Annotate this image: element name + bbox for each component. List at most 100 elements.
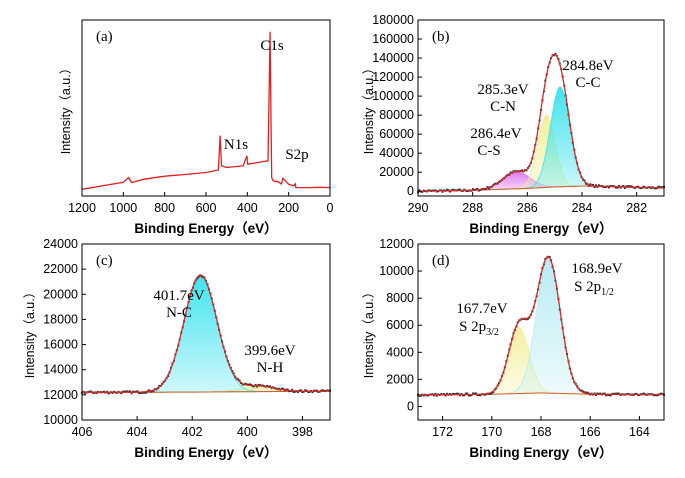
x-tick-label: 398 bbox=[292, 425, 313, 439]
data-point bbox=[445, 392, 448, 395]
data-point bbox=[487, 187, 490, 190]
peak-annotation: N-C bbox=[166, 305, 192, 321]
data-point bbox=[527, 317, 529, 320]
x-tick-label: 164 bbox=[629, 425, 650, 439]
data-point bbox=[457, 392, 460, 395]
data-point bbox=[655, 394, 658, 397]
data-point bbox=[616, 186, 619, 189]
data-point bbox=[474, 392, 477, 395]
data-point bbox=[618, 184, 621, 187]
data-point bbox=[251, 385, 254, 388]
y-tick-label: 140000 bbox=[372, 51, 414, 65]
data-point bbox=[200, 275, 203, 278]
data-point bbox=[418, 189, 421, 192]
label-subscript: 1/2 bbox=[601, 287, 614, 298]
data-point bbox=[136, 390, 139, 393]
x-tick-label: 1200 bbox=[68, 201, 96, 215]
data-point bbox=[642, 185, 645, 188]
x-tick-label: 288 bbox=[462, 201, 483, 215]
data-point bbox=[139, 391, 142, 394]
y-tick-label: 6000 bbox=[386, 318, 414, 332]
y-tick-label: 18000 bbox=[43, 312, 78, 326]
y-axis-title: Intensity（a.u.） bbox=[59, 62, 73, 154]
data-point bbox=[456, 392, 459, 395]
plot-frame bbox=[81, 19, 331, 197]
y-tick-label: 16000 bbox=[43, 338, 78, 352]
peak-annotation: S2p bbox=[285, 147, 308, 163]
data-point bbox=[269, 385, 272, 388]
data-point bbox=[308, 391, 311, 393]
y-tick-label: 12000 bbox=[43, 388, 78, 402]
data-point bbox=[149, 390, 152, 393]
y-tick-label: 20000 bbox=[379, 165, 414, 179]
label-subscript: 3/2 bbox=[486, 327, 499, 338]
y-tick-label: 60000 bbox=[379, 127, 414, 141]
data-point bbox=[589, 183, 592, 186]
data-point bbox=[145, 391, 148, 394]
panel-label: (b) bbox=[432, 29, 450, 45]
data-point bbox=[461, 394, 464, 397]
data-point bbox=[158, 384, 161, 387]
data-point bbox=[126, 390, 129, 393]
data-point bbox=[467, 394, 470, 397]
y-tick-label: 160000 bbox=[372, 32, 414, 46]
x-tick-label: 1000 bbox=[109, 201, 137, 215]
data-point bbox=[256, 385, 259, 388]
data-point bbox=[463, 394, 466, 397]
data-point bbox=[512, 170, 515, 173]
data-point bbox=[652, 394, 655, 397]
data-point bbox=[148, 389, 151, 392]
y-tick-label: 10000 bbox=[43, 413, 78, 427]
data-point bbox=[142, 391, 145, 394]
component-peak bbox=[417, 257, 664, 396]
data-point bbox=[457, 188, 460, 191]
data-point bbox=[472, 188, 474, 191]
data-point bbox=[124, 390, 127, 393]
data-point bbox=[658, 185, 661, 188]
data-point bbox=[605, 394, 608, 397]
x-tick-label: 168 bbox=[531, 425, 552, 439]
data-point bbox=[140, 391, 143, 394]
panel-label: (c) bbox=[96, 253, 113, 269]
panel-c: 406 404 402 400 398 10000 12000 14000 16000 18000… bbox=[23, 237, 331, 460]
data-point bbox=[615, 392, 618, 395]
y-tick-label: 8000 bbox=[386, 291, 414, 305]
peak-annotation: 285.3eV bbox=[477, 82, 528, 98]
data-point bbox=[266, 384, 269, 387]
data-point bbox=[107, 392, 110, 395]
component-peak bbox=[82, 274, 330, 393]
data-point bbox=[609, 394, 612, 397]
data-point bbox=[248, 383, 251, 386]
y-tick-label: 2000 bbox=[386, 372, 414, 386]
data-point bbox=[418, 394, 421, 397]
y-tick-label: 4000 bbox=[386, 345, 414, 359]
data-point bbox=[435, 394, 438, 397]
plot-frame bbox=[81, 243, 331, 421]
x-tick-label: 282 bbox=[626, 201, 647, 215]
data-point bbox=[629, 185, 632, 188]
data-point bbox=[469, 394, 472, 397]
y-tick-label: 40000 bbox=[379, 146, 414, 160]
data-point bbox=[521, 169, 524, 172]
peak-annotation: 401.7eV bbox=[153, 288, 204, 304]
data-point bbox=[434, 392, 437, 395]
data-point bbox=[628, 185, 631, 188]
data-point bbox=[616, 392, 619, 395]
x-tick-label: 800 bbox=[154, 201, 175, 215]
data-point bbox=[623, 187, 626, 189]
data-point bbox=[587, 184, 590, 187]
data-point bbox=[477, 189, 480, 192]
x-tick-label: 200 bbox=[278, 201, 299, 215]
data-point bbox=[593, 186, 596, 188]
peak-annotation: 284.8eV bbox=[562, 58, 613, 74]
data-point bbox=[257, 383, 260, 386]
data-point bbox=[661, 186, 664, 189]
data-point bbox=[595, 394, 597, 396]
data-point bbox=[321, 389, 324, 392]
peak-annotation: N1s bbox=[224, 137, 248, 153]
fit-line bbox=[82, 274, 330, 393]
data-point bbox=[595, 184, 597, 187]
data-point bbox=[197, 275, 200, 278]
y-tick-label: 80000 bbox=[379, 108, 414, 122]
data-point bbox=[294, 390, 296, 393]
